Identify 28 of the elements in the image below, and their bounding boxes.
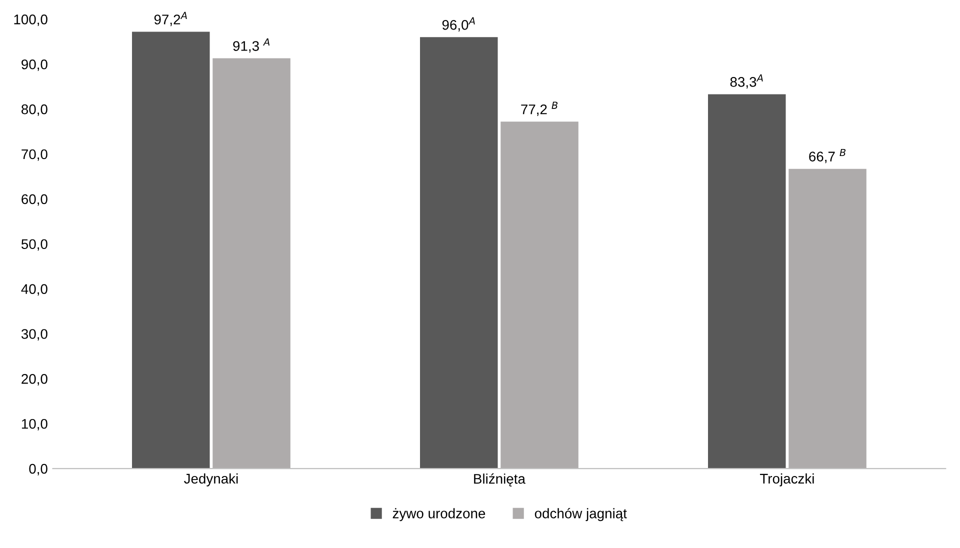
bar <box>708 94 786 469</box>
y-tick-label: 0,0 <box>29 464 48 476</box>
bar <box>132 32 210 469</box>
x-tick-label: Trojaczki <box>760 473 814 486</box>
y-tick-label: 60,0 <box>22 194 48 206</box>
data-label: 97,2$^{A}$ <box>154 12 187 26</box>
y-tick-label: 10,0 <box>22 418 48 430</box>
y-tick-label: 50,0 <box>21 239 48 251</box>
x-tick-label: Jedynaki <box>184 473 238 486</box>
y-tick-label: 30,0 <box>21 329 48 341</box>
data-label: 96,0$^{A}$ <box>442 17 475 32</box>
legend-label: żywo urodzone <box>392 508 486 522</box>
y-tick-label: 80,0 <box>22 104 48 116</box>
y-tick-label: 40,0 <box>21 284 48 296</box>
data-label: 83,3$^{A}$ <box>730 74 763 89</box>
data-label: 91,3 $^{A}$ <box>233 38 270 53</box>
data-label: 77,2 $^{B}$ <box>521 102 558 116</box>
y-tick-label: 70,0 <box>22 149 48 161</box>
bar <box>420 37 498 469</box>
x-tick-label: Bliźnięta <box>474 473 526 487</box>
legend-label: odchów jagniąt <box>534 508 627 522</box>
y-tick-label: 100,0 <box>14 14 48 26</box>
bar <box>500 122 578 469</box>
y-tick-label: 20,0 <box>22 374 48 386</box>
bar <box>212 58 290 469</box>
data-label: 66,7 $^{B}$ <box>809 148 846 164</box>
bar <box>788 168 866 469</box>
y-tick-label: 90,0 <box>22 59 48 71</box>
